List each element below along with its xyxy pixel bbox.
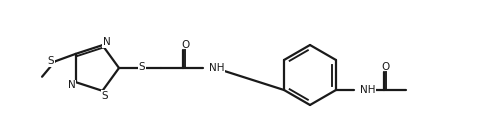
Text: N: N bbox=[68, 80, 75, 90]
Text: O: O bbox=[382, 62, 390, 72]
Text: NH: NH bbox=[360, 85, 375, 95]
Text: O: O bbox=[181, 40, 189, 50]
Text: S: S bbox=[101, 91, 108, 101]
Text: S: S bbox=[48, 56, 54, 66]
Text: N: N bbox=[103, 37, 110, 47]
Text: NH: NH bbox=[209, 63, 225, 73]
Text: S: S bbox=[139, 62, 145, 72]
